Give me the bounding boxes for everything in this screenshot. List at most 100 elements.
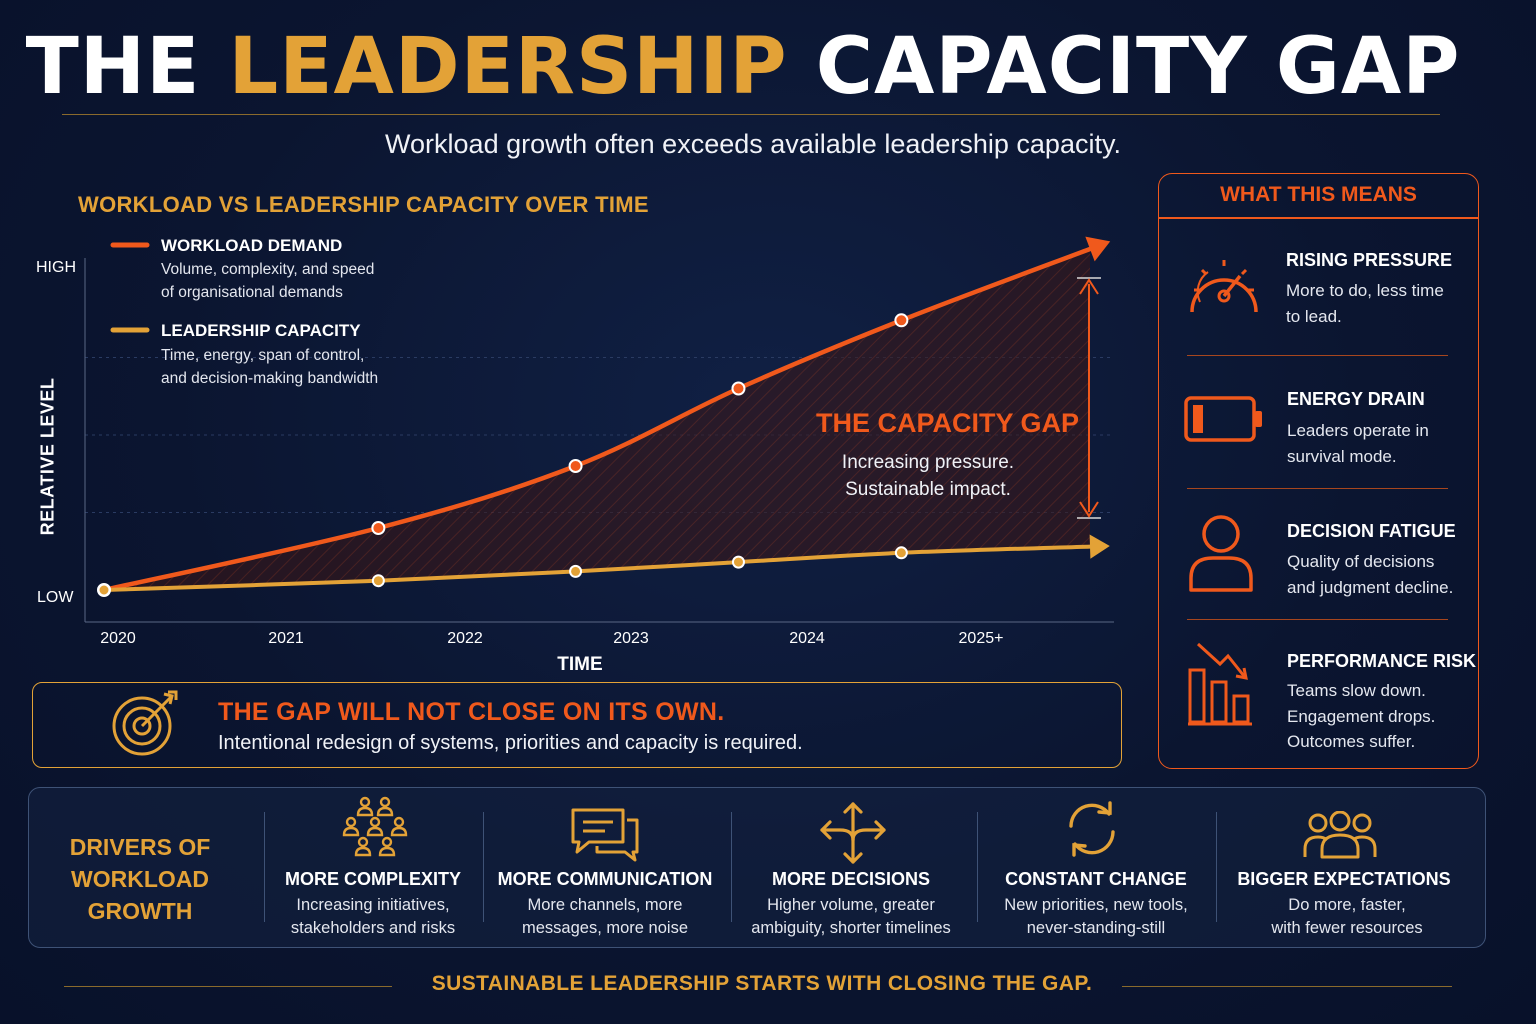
legend-label-workload: WORKLOAD DEMAND bbox=[161, 236, 343, 255]
series-line-capacity bbox=[102, 544, 1092, 592]
driver-desc-line: ambiguity, shorter timelines bbox=[751, 919, 951, 937]
footer-rule-left bbox=[64, 986, 392, 987]
panel-divider bbox=[1187, 488, 1448, 489]
legend-label-capacity: LEADERSHIP CAPACITY bbox=[161, 321, 361, 340]
driver-title-communication: MORE COMMUNICATION bbox=[497, 869, 713, 889]
chart-title: WORKLOAD VS LEADERSHIP CAPACITY OVER TIM… bbox=[78, 192, 649, 217]
legend-desc-line: Time, energy, span of control, bbox=[161, 347, 365, 364]
driver-desc-line: never-standing-still bbox=[1026, 919, 1166, 937]
series-line-workload bbox=[101, 246, 1093, 593]
driver-desc-line: New priorities, new tools, bbox=[1004, 896, 1188, 914]
driver-desc-line: Increasing initiatives, bbox=[296, 896, 450, 914]
panel-item-title: RISING PRESSURE bbox=[1286, 250, 1453, 270]
drivers-separator bbox=[977, 812, 978, 922]
driver-desc-decisions: Higher volume, greater ambiguity, shorte… bbox=[731, 894, 971, 940]
capacity-gap-area bbox=[104, 249, 1090, 590]
panel-item-line: survival mode. bbox=[1287, 446, 1397, 466]
x-tick-label: 2024 bbox=[789, 630, 825, 647]
drivers-title-line: DRIVERS OF bbox=[69, 834, 211, 860]
title-part-2: CAPACITY GAP bbox=[787, 22, 1461, 112]
driver-desc-line: Higher volume, greater bbox=[767, 896, 935, 914]
driver-desc-line: messages, more noise bbox=[522, 919, 688, 937]
panel-item-desc: Quality of decisions and judgment declin… bbox=[1287, 549, 1453, 600]
x-tick-label: 2023 bbox=[613, 630, 649, 647]
panel-item-line: to lead. bbox=[1286, 306, 1342, 326]
workload-arrowhead bbox=[1085, 236, 1111, 262]
x-tick-label: 2025+ bbox=[958, 630, 1004, 647]
drivers-title-line: WORKLOAD GROWTH bbox=[71, 866, 209, 924]
driver-desc-line: Do more, faster, bbox=[1288, 896, 1406, 914]
capacity-data-point bbox=[731, 555, 745, 569]
panel-item-desc: Leaders operate in survival mode. bbox=[1287, 418, 1429, 469]
panel-item-desc: Teams slow down. Engagement drops. Outco… bbox=[1287, 678, 1435, 755]
legend-desc-line: and decision-making bandwidth bbox=[161, 370, 379, 387]
x-tick-label: 2020 bbox=[100, 630, 136, 647]
chart-points bbox=[97, 313, 909, 597]
driver-desc-communication: More channels, more messages, more noise bbox=[485, 894, 725, 940]
footer-rule-right bbox=[1122, 986, 1452, 987]
panel-title: WHAT THIS MEANS bbox=[1220, 183, 1417, 206]
refresh-icon bbox=[1069, 801, 1115, 857]
team-icon bbox=[1303, 811, 1377, 859]
panel-header-divider bbox=[1158, 217, 1479, 219]
workload-data-point bbox=[371, 521, 386, 535]
capacity-data-point bbox=[569, 564, 583, 578]
panel-item-line: Teams slow down. bbox=[1287, 681, 1426, 700]
capacity-data-point bbox=[894, 546, 908, 560]
drivers-separator bbox=[264, 812, 265, 922]
drivers-title: DRIVERS OF WORKLOAD GROWTH bbox=[40, 831, 240, 927]
capacity-data-point bbox=[97, 583, 111, 597]
gap-annotation-line: Increasing pressure. bbox=[841, 452, 1015, 473]
people-group-icon bbox=[342, 796, 408, 857]
driver-desc-change: New priorities, new tools, never-standin… bbox=[976, 894, 1216, 940]
x-tick-label: 2021 bbox=[268, 630, 304, 647]
panel-item-title: PERFORMANCE RISK bbox=[1287, 651, 1477, 671]
banner-title: THE GAP WILL NOT CLOSE ON ITS OWN. bbox=[218, 698, 725, 726]
legend-desc-workload: Volume, complexity, and speed of organis… bbox=[161, 258, 374, 304]
workload-data-point bbox=[894, 313, 909, 328]
panel-item-line: Outcomes suffer. bbox=[1287, 732, 1416, 751]
title-part-1: THE bbox=[25, 22, 229, 112]
drivers-separator bbox=[731, 812, 732, 922]
page-title: THE LEADERSHIP CAPACITY GAP bbox=[0, 22, 1486, 112]
panel-item-line: Engagement drops. bbox=[1287, 706, 1436, 726]
drivers-separator bbox=[483, 812, 484, 922]
arrows-branch-icon bbox=[820, 802, 886, 864]
driver-title-change: CONSTANT CHANGE bbox=[1005, 869, 1187, 889]
drivers-section bbox=[28, 787, 1486, 948]
gap-measure-arrow bbox=[1077, 277, 1101, 519]
panel-item-line: Leaders operate in bbox=[1287, 421, 1429, 440]
y-axis-label: RELATIVE LEVEL bbox=[37, 377, 58, 536]
driver-title-expectations: BIGGER EXPECTATIONS bbox=[1237, 869, 1451, 889]
capacity-arrowhead bbox=[1089, 534, 1110, 559]
y-tick-low: LOW bbox=[37, 589, 74, 606]
workload-data-point bbox=[731, 381, 746, 396]
panel-item-desc: More to do, less time to lead. bbox=[1286, 278, 1444, 329]
panel-item-line: Quality of decisions bbox=[1287, 552, 1435, 571]
footer-tagline: SUSTAINABLE LEADERSHIP STARTS WITH CLOSI… bbox=[431, 972, 1093, 995]
call-out-banner bbox=[32, 682, 1122, 768]
title-divider bbox=[62, 114, 1440, 115]
chart-axes bbox=[84, 258, 1114, 623]
what-this-means-panel bbox=[1158, 173, 1479, 769]
y-tick-high: HIGH bbox=[36, 259, 76, 276]
title-accent: LEADERSHIP bbox=[228, 22, 788, 112]
driver-desc-complexity: Increasing initiatives, stakeholders and… bbox=[253, 894, 493, 940]
gap-annotation-line: Sustainable impact. bbox=[845, 479, 1011, 500]
x-tick-label: 2022 bbox=[447, 630, 483, 647]
gap-annotation-text: Increasing pressure. Sustainable impact. bbox=[813, 449, 1043, 503]
speedometer-icon bbox=[1190, 260, 1258, 313]
drivers-separator bbox=[1216, 812, 1217, 922]
page-subtitle: Workload growth often exceeds available … bbox=[385, 129, 1121, 159]
battery-low-icon bbox=[1184, 396, 1262, 442]
panel-divider bbox=[1187, 619, 1448, 620]
panel-item-line: More to do, less time bbox=[1286, 281, 1444, 300]
driver-desc-line: More channels, more bbox=[527, 896, 683, 914]
panel-item-title: DECISION FATIGUE bbox=[1287, 521, 1456, 541]
driver-desc-line: stakeholders and risks bbox=[290, 919, 456, 937]
panel-divider bbox=[1187, 355, 1448, 356]
panel-item-title: ENERGY DRAIN bbox=[1287, 389, 1425, 409]
gap-annotation-title: THE CAPACITY GAP bbox=[816, 408, 1080, 438]
person-icon bbox=[1189, 515, 1253, 592]
